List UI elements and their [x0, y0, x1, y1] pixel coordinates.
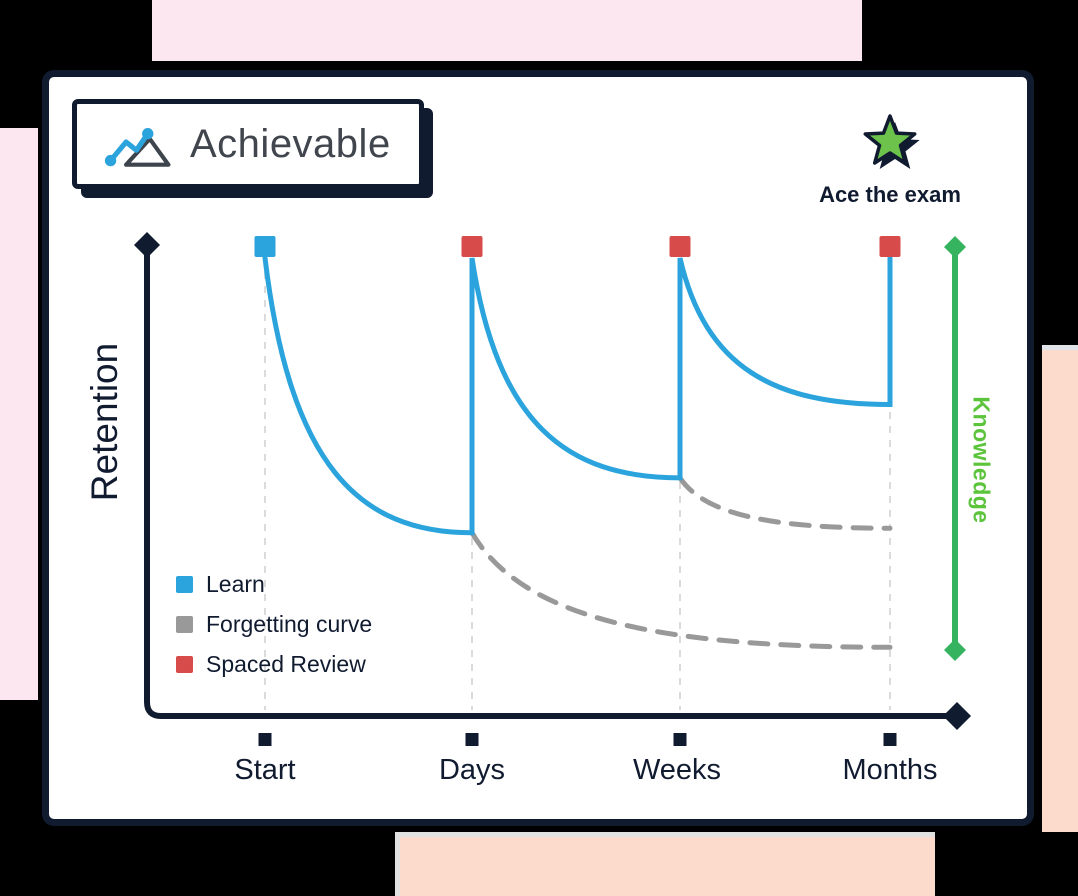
star-icon	[800, 110, 980, 180]
achievable-logo: Achievable	[72, 99, 424, 189]
decor-block-left	[0, 128, 38, 700]
x-axis-label-days: Days	[438, 754, 506, 786]
brand-name: Achievable	[190, 121, 391, 166]
legend-item-spaced-review: Spaced Review	[176, 650, 372, 677]
x-axis-label-months: Months	[842, 754, 938, 786]
legend-item-forgetting-curve: Forgetting curve	[176, 610, 373, 637]
x-axis-label-weeks: Weeks	[632, 754, 722, 786]
tagline-text: Ace the exam	[819, 182, 961, 207]
tagline-block: Ace the exam	[800, 110, 980, 208]
legend-item-learn: Learn	[176, 570, 372, 597]
legend-swatch-forgetting-curve	[176, 615, 193, 633]
right-axis-label: Knowledge	[968, 396, 995, 524]
decor-block-top	[152, 0, 862, 61]
decor-block-right	[1042, 345, 1078, 832]
legend-label: Forgetting curve	[206, 610, 373, 637]
x-axis-label-start: Start	[234, 754, 296, 786]
decor-block-bottom	[395, 832, 935, 896]
line-chart-logo-icon	[97, 111, 182, 178]
legend-swatch-spaced-review	[176, 655, 193, 673]
legend-swatch-learn	[176, 575, 193, 593]
legend-label: Learn	[206, 570, 265, 597]
y-axis-label: Retention	[84, 342, 125, 502]
legend-label: Spaced Review	[206, 650, 366, 677]
chart-legend: Learn Forgetting curve Spaced Review	[176, 570, 373, 692]
